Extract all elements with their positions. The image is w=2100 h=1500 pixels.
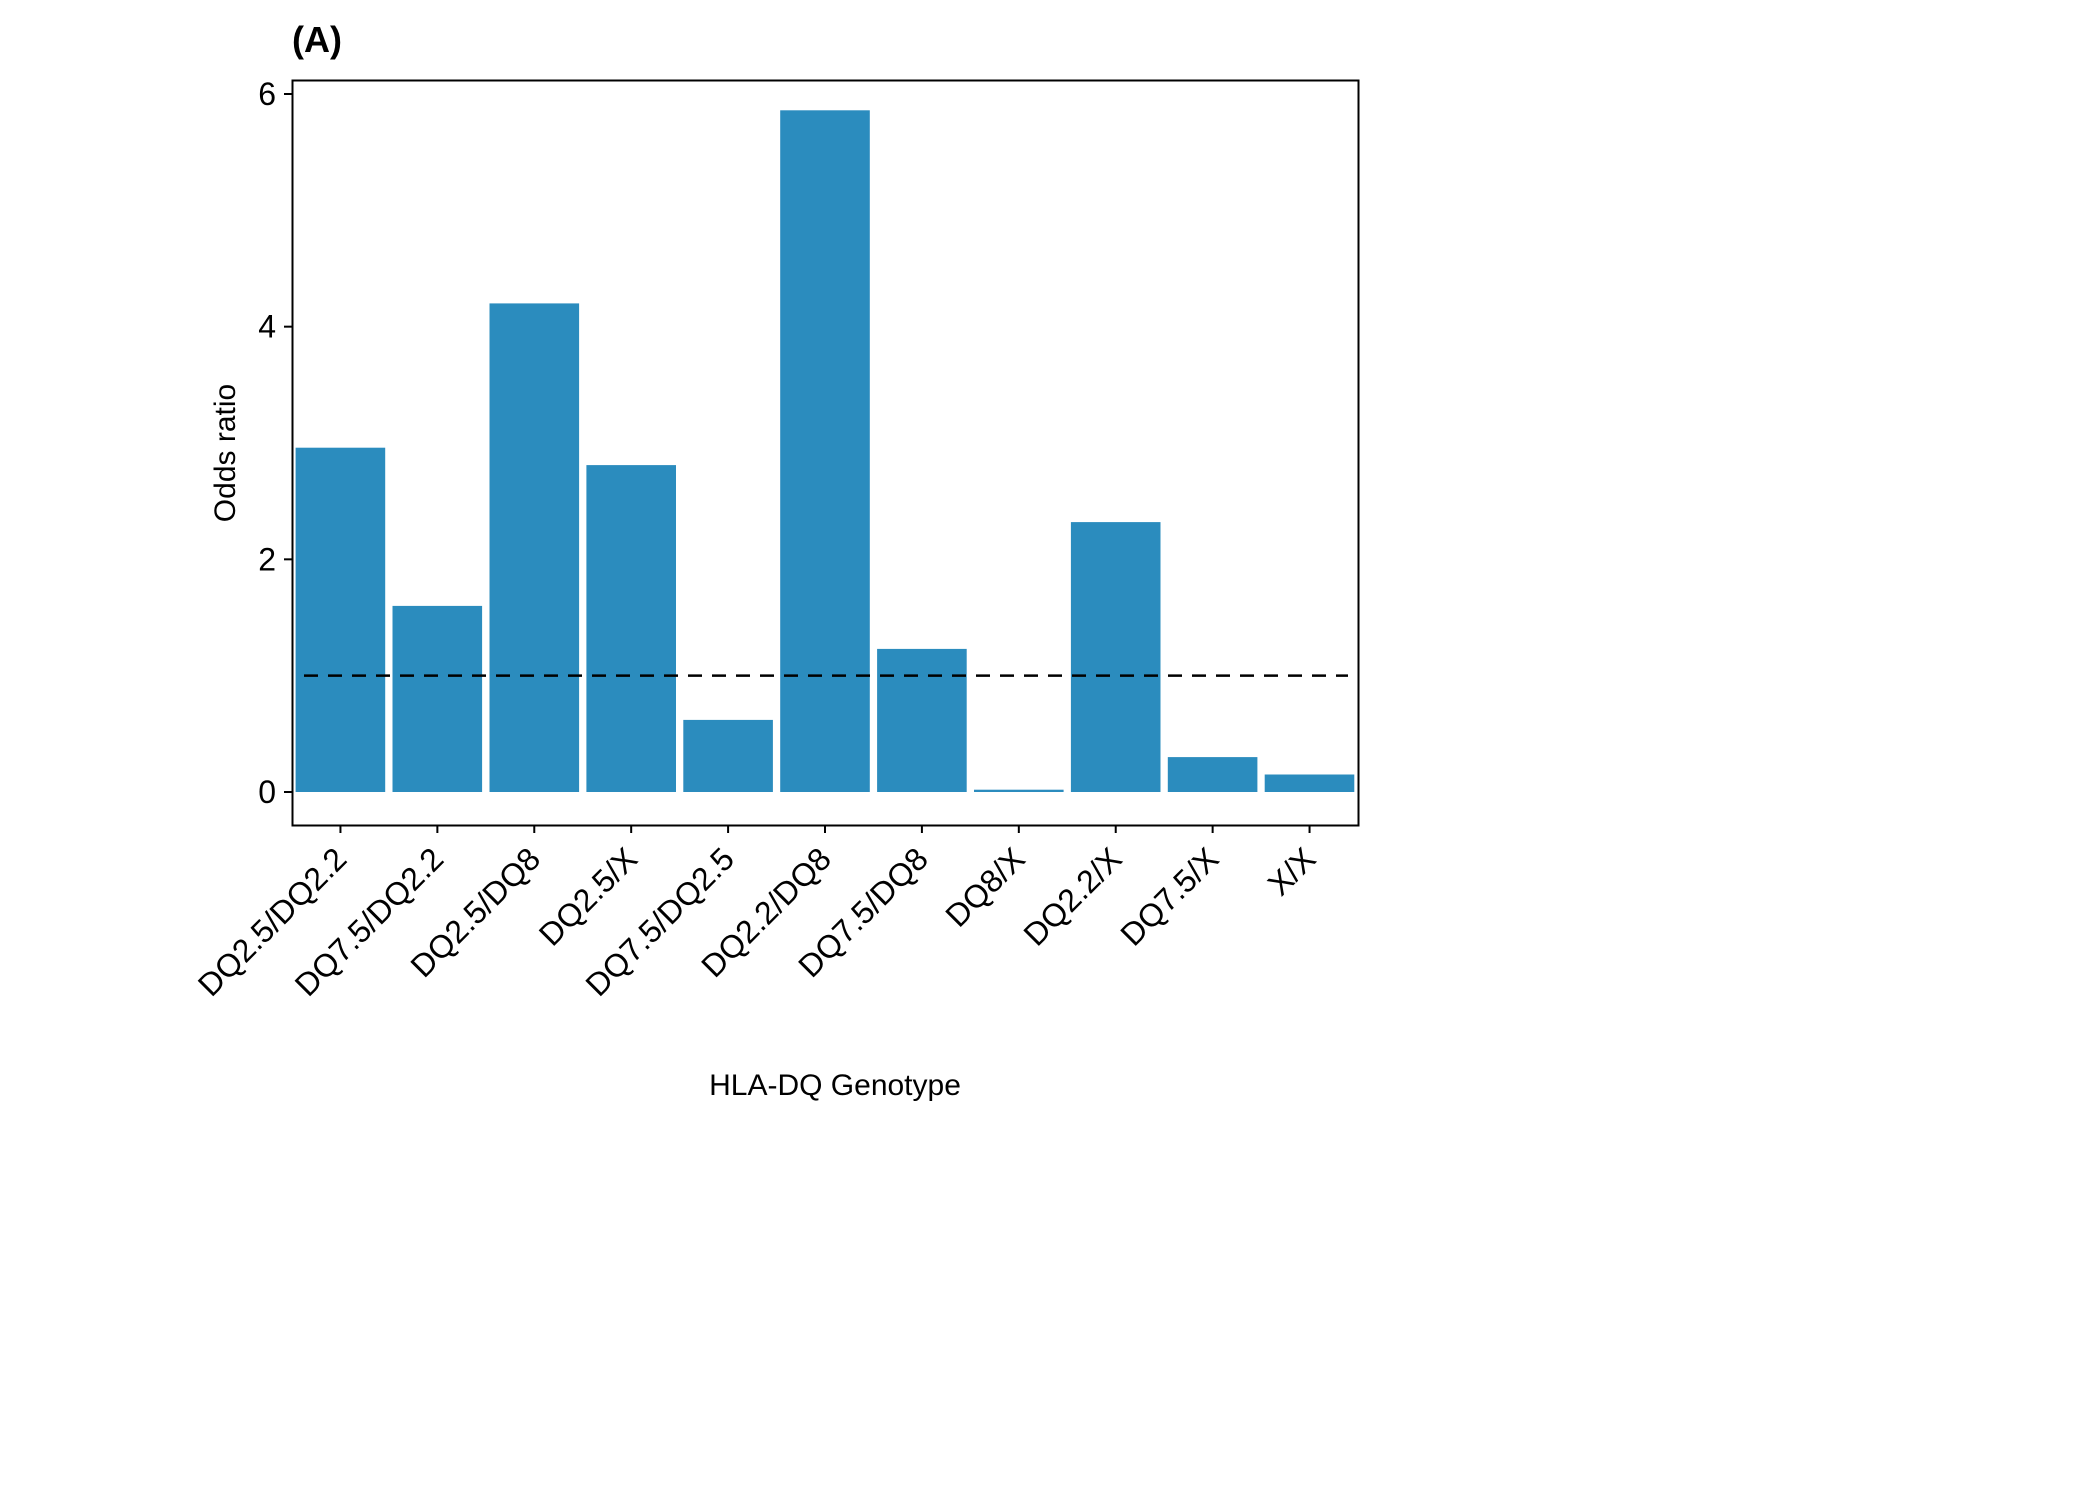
y-tick-label: 0 bbox=[258, 774, 276, 810]
chart-canvas: (A) 0 2 4 6 DQ2.5/DQ2.2DQ7.5/DQ2.2DQ2.5/DQ8… bbox=[191, 19, 1360, 1102]
y-axis: 0 2 4 6 bbox=[258, 76, 292, 810]
bar-dq8-x bbox=[974, 789, 1064, 792]
bar-dq7-5-dq8 bbox=[877, 648, 967, 792]
bar-dq7-5-x bbox=[1167, 757, 1258, 792]
y-tick-label: 2 bbox=[258, 541, 276, 577]
bars-group bbox=[295, 110, 1355, 793]
bar-dq7-5-dq2-5 bbox=[683, 719, 773, 792]
bar-dq2-2-x bbox=[1070, 522, 1161, 792]
panel-label: (A) bbox=[292, 19, 342, 60]
bar-dq2-2-dq8 bbox=[780, 110, 870, 793]
bar-dq2-5-x bbox=[586, 465, 676, 792]
x-tick-label: DQ7.5/X bbox=[1113, 840, 1225, 952]
y-axis-title: Odds ratio bbox=[209, 384, 242, 522]
bar-dq2-5-dq2-2 bbox=[295, 447, 386, 792]
x-tick-label: DQ8/X bbox=[938, 840, 1031, 933]
bar-dq2-5-dq8 bbox=[489, 303, 580, 792]
x-tick-label: X/X bbox=[1261, 840, 1323, 902]
x-axis-title: HLA-DQ Genotype bbox=[709, 1069, 961, 1102]
x-tick-label: DQ2.2/X bbox=[1016, 840, 1128, 952]
x-axis: DQ2.5/DQ2.2DQ7.5/DQ2.2DQ2.5/DQ8DQ2.5/XDQ… bbox=[191, 825, 1323, 1003]
bar-dq7-5-dq2-2 bbox=[392, 605, 483, 792]
bar-x-x bbox=[1264, 774, 1355, 792]
y-tick-label: 6 bbox=[258, 76, 276, 112]
y-tick-label: 4 bbox=[258, 309, 276, 345]
